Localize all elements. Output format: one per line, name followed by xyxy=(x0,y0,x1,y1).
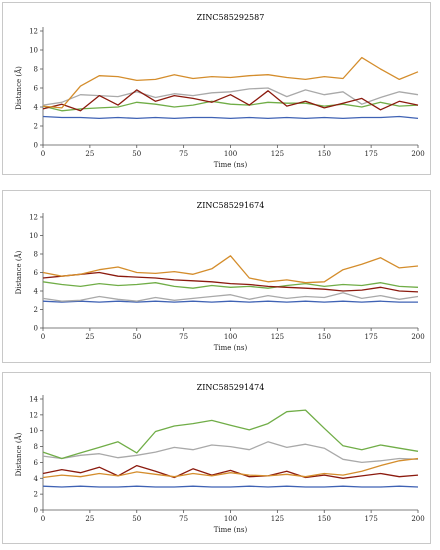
y-tick-label: 8 xyxy=(34,443,38,451)
chart-panel-1: ZINC585292587 0 2 4 6 8 10 12 0 25 50 75 100 125 150 17… xyxy=(2,2,431,175)
y-axis-label: Distance (Å) xyxy=(14,250,23,294)
chart-title: ZINC585292587 xyxy=(197,13,265,22)
x-axis-label: Time (ns) xyxy=(214,344,248,352)
x-tick-label: 100 xyxy=(224,333,237,341)
y-tick-label: 0 xyxy=(34,325,38,333)
series-line-orange xyxy=(42,255,419,284)
series-line-gray xyxy=(42,292,419,302)
y-tick-label: 12 xyxy=(29,411,38,419)
y-tick-label: 2 xyxy=(34,491,38,499)
x-tick-label: 150 xyxy=(318,515,331,523)
x-tick-label: 175 xyxy=(364,150,377,158)
x-tick-label: 50 xyxy=(132,515,141,523)
y-tick-label: 10 xyxy=(29,232,38,240)
x-tick-label: 200 xyxy=(411,333,424,341)
x-tick-label: 25 xyxy=(85,333,94,341)
x-tick-label: 50 xyxy=(132,150,141,158)
x-tick-label: 0 xyxy=(41,333,45,341)
series-line-blue xyxy=(42,115,419,120)
y-tick-label: 10 xyxy=(29,427,38,435)
x-tick-label: 0 xyxy=(41,515,45,523)
y-tick-label: 10 xyxy=(29,47,38,55)
series-line-green xyxy=(42,281,419,289)
y-tick-label: 0 xyxy=(34,142,38,150)
series-line-gray xyxy=(42,441,419,464)
y-tick-label: 6 xyxy=(34,85,39,93)
x-tick-label: 25 xyxy=(85,515,94,523)
y-tick-label: 2 xyxy=(34,306,38,314)
x-tick-label: 75 xyxy=(179,150,188,158)
x-tick-label: 175 xyxy=(364,333,377,341)
chart-panel-2: ZINC585291674 0 2 4 6 8 10 12 0 25 50 75 100 125 150 17… xyxy=(2,190,431,363)
series-line-green xyxy=(42,409,419,460)
x-axis-label: Time (ns) xyxy=(214,161,248,169)
y-tick-label: 2 xyxy=(34,123,38,131)
x-tick-label: 200 xyxy=(411,515,424,523)
x-tick-label: 125 xyxy=(271,333,284,341)
x-tick-label: 150 xyxy=(318,333,331,341)
series-line-orange xyxy=(42,56,419,109)
y-tick-label: 6 xyxy=(34,269,39,277)
series-line-blue xyxy=(42,300,418,303)
x-tick-label: 75 xyxy=(179,333,188,341)
x-tick-label: 125 xyxy=(271,150,284,158)
series-line-gray xyxy=(42,87,419,106)
x-tick-label: 75 xyxy=(179,515,188,523)
x-tick-label: 175 xyxy=(364,515,377,523)
y-axis-label: Distance (Å) xyxy=(14,432,23,476)
series-line-darkred xyxy=(42,464,419,479)
line-chart-3: ZINC585291474 0 2 4 6 8 10 12 14 0 25 50 75 100 125 150… xyxy=(14,383,425,534)
x-tick-label: 0 xyxy=(41,150,45,158)
x-tick-label: 25 xyxy=(85,150,94,158)
x-tick-label: 150 xyxy=(318,150,331,158)
y-tick-label: 8 xyxy=(34,66,38,74)
y-tick-label: 4 xyxy=(34,288,39,296)
y-axis-label: Distance (Å) xyxy=(14,66,23,110)
chart-title: ZINC585291474 xyxy=(197,383,265,392)
series-line-darkred xyxy=(42,89,419,112)
y-tick-label: 4 xyxy=(34,104,39,112)
series-line-green xyxy=(42,100,419,112)
y-tick-label: 14 xyxy=(29,396,38,404)
series-line-orange xyxy=(42,457,419,479)
chart-panel-3: ZINC585291474 0 2 4 6 8 10 12 14 0 25 50 75 100 125 150… xyxy=(2,372,431,544)
y-tick-label: 0 xyxy=(34,507,38,515)
x-tick-label: 100 xyxy=(224,515,237,523)
series-line-blue xyxy=(42,485,419,488)
x-axis-label: Time (ns) xyxy=(214,526,248,534)
y-tick-label: 4 xyxy=(34,475,39,483)
x-tick-label: 125 xyxy=(271,515,284,523)
series-line-darkred xyxy=(42,271,419,293)
y-tick-label: 8 xyxy=(34,251,38,259)
y-tick-label: 12 xyxy=(29,214,38,222)
x-tick-label: 100 xyxy=(224,150,237,158)
x-tick-label: 50 xyxy=(132,333,141,341)
y-tick-label: 6 xyxy=(34,459,39,467)
line-chart-1: ZINC585292587 0 2 4 6 8 10 12 0 25 50 75 100 125 150 17… xyxy=(14,13,425,169)
x-tick-label: 200 xyxy=(411,150,424,158)
y-tick-label: 12 xyxy=(29,28,38,36)
line-chart-2: ZINC585291674 0 2 4 6 8 10 12 0 25 50 75 100 125 150 17… xyxy=(14,201,425,352)
chart-title: ZINC585291674 xyxy=(197,201,265,210)
